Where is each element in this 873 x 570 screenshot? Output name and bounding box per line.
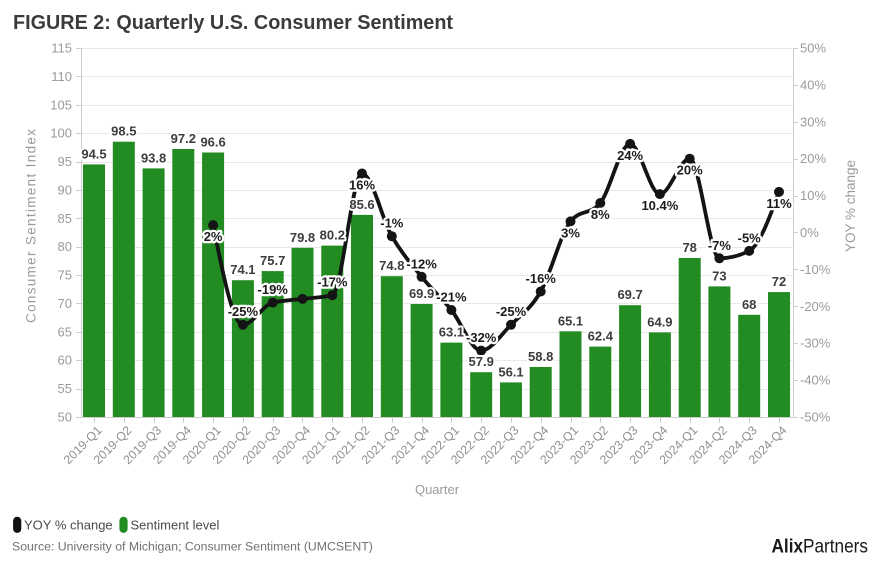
svg-text:-40%: -40% [800, 373, 831, 388]
svg-text:-7%: -7% [708, 238, 732, 253]
svg-text:AlixPartners: AlixPartners [772, 536, 869, 558]
svg-text:69.9: 69.9 [409, 286, 434, 301]
svg-text:72: 72 [772, 274, 786, 289]
svg-text:69.7: 69.7 [617, 287, 642, 302]
svg-text:-5%: -5% [738, 230, 762, 245]
svg-text:10%: 10% [800, 188, 826, 203]
svg-text:65.1: 65.1 [558, 313, 583, 328]
svg-text:30%: 30% [800, 114, 826, 129]
svg-text:110: 110 [51, 69, 72, 84]
svg-text:Consumer Sentiment Index: Consumer Sentiment Index [24, 129, 39, 323]
svg-text:62.4: 62.4 [588, 329, 614, 344]
svg-text:93.8: 93.8 [141, 150, 166, 165]
svg-text:55: 55 [58, 381, 72, 396]
svg-text:-10%: -10% [800, 262, 831, 277]
svg-text:68: 68 [742, 297, 756, 312]
svg-text:85.6: 85.6 [349, 197, 374, 212]
svg-text:80: 80 [58, 239, 72, 254]
svg-text:Quarter: Quarter [415, 482, 460, 497]
svg-text:79.8: 79.8 [290, 230, 315, 245]
svg-text:0%: 0% [800, 225, 819, 240]
svg-text:8%: 8% [591, 207, 610, 222]
svg-text:Source: University of Michigan: Source: University of Michigan; Consumer… [12, 540, 373, 554]
svg-text:50%: 50% [800, 41, 826, 56]
svg-text:-21%: -21% [436, 290, 467, 305]
svg-text:58.8: 58.8 [528, 349, 553, 364]
svg-text:-12%: -12% [406, 256, 437, 271]
svg-text:73: 73 [712, 268, 726, 283]
svg-text:20%: 20% [677, 163, 703, 178]
svg-text:78: 78 [682, 240, 696, 255]
svg-text:56.1: 56.1 [498, 364, 523, 379]
svg-text:-20%: -20% [800, 299, 831, 314]
svg-text:-30%: -30% [800, 336, 831, 351]
svg-text:YOY % change: YOY % change [24, 518, 113, 533]
svg-text:65: 65 [58, 324, 72, 339]
svg-text:24%: 24% [617, 148, 643, 163]
svg-text:95: 95 [58, 154, 72, 169]
svg-text:85: 85 [58, 211, 72, 226]
svg-text:20%: 20% [800, 151, 826, 166]
svg-text:57.9: 57.9 [469, 354, 494, 369]
svg-text:-25%: -25% [228, 304, 259, 319]
svg-text:74.1: 74.1 [230, 262, 255, 277]
svg-text:98.5: 98.5 [111, 124, 136, 139]
svg-text:3%: 3% [561, 225, 580, 240]
svg-text:94.5: 94.5 [81, 146, 106, 161]
svg-text:YOY % change: YOY % change [843, 160, 858, 252]
svg-text:50: 50 [58, 410, 72, 425]
svg-text:2%: 2% [204, 229, 223, 244]
svg-text:75.7: 75.7 [260, 253, 285, 268]
svg-text:-1%: -1% [380, 216, 404, 231]
svg-text:-19%: -19% [258, 282, 289, 297]
svg-text:96.6: 96.6 [200, 135, 225, 150]
svg-text:-16%: -16% [526, 271, 557, 286]
svg-text:105: 105 [50, 97, 72, 112]
svg-text:75: 75 [58, 268, 72, 283]
svg-text:97.2: 97.2 [171, 131, 196, 146]
svg-text:80.2: 80.2 [320, 228, 345, 243]
svg-text:10.4%: 10.4% [641, 198, 678, 213]
svg-text:60: 60 [58, 353, 72, 368]
svg-text:90: 90 [58, 182, 72, 197]
svg-text:40%: 40% [800, 77, 826, 92]
svg-text:-17%: -17% [317, 275, 348, 290]
svg-text:-50%: -50% [800, 410, 831, 425]
svg-text:11%: 11% [766, 196, 792, 211]
svg-text:63.1: 63.1 [439, 325, 464, 340]
svg-text:70: 70 [58, 296, 72, 311]
svg-text:115: 115 [51, 41, 72, 56]
svg-text:100: 100 [50, 126, 72, 141]
svg-text:16%: 16% [349, 178, 375, 193]
svg-text:74.8: 74.8 [379, 258, 404, 273]
svg-text:FIGURE 2: Quarterly U.S. Consu: FIGURE 2: Quarterly U.S. Consumer Sentim… [13, 12, 453, 34]
svg-text:Sentiment level: Sentiment level [131, 518, 220, 533]
svg-text:64.9: 64.9 [647, 314, 672, 329]
svg-text:-32%: -32% [466, 330, 497, 345]
svg-text:-25%: -25% [496, 304, 527, 319]
